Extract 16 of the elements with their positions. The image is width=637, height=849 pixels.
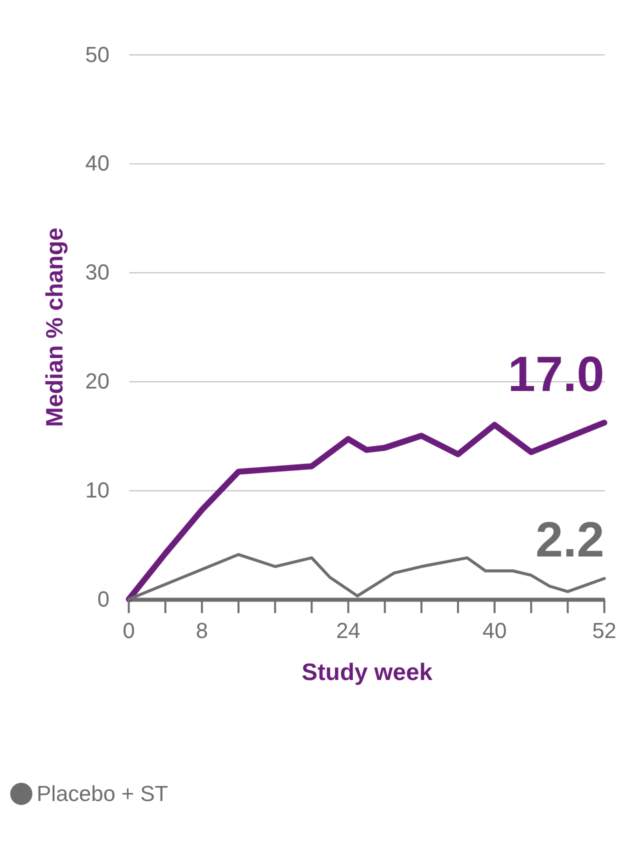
- y-tick-label: 10: [85, 478, 110, 503]
- y-tick-label: 40: [85, 150, 110, 176]
- y-tick-label: 30: [85, 260, 110, 285]
- annotation: 2.2: [535, 512, 604, 568]
- x-tick-label: 8: [196, 618, 208, 643]
- x-tick-label: 0: [122, 618, 135, 643]
- x-tick-label: 24: [336, 618, 360, 643]
- legend-label: Placebo + ST: [36, 780, 168, 806]
- annotation: 17.0: [508, 346, 604, 402]
- y-tick-label: 20: [85, 368, 110, 394]
- y-tick-label: 0: [97, 586, 110, 612]
- y-axis-title: Median % change: [41, 228, 68, 427]
- x-tick-label: 40: [482, 618, 507, 643]
- x-axis-title: Study week: [302, 658, 434, 686]
- x-tick-label: 52: [592, 618, 616, 643]
- y-tick-label: 50: [85, 42, 110, 67]
